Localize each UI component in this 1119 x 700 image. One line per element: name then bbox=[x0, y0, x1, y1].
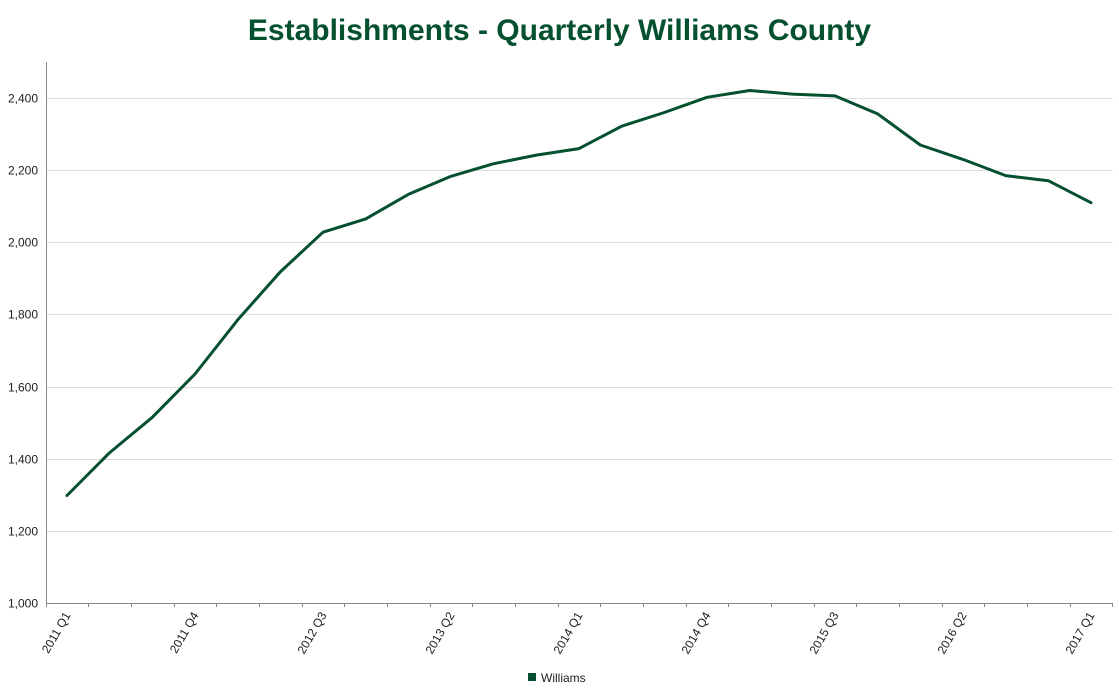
y-tick-label: 2,400 bbox=[8, 92, 38, 106]
x-tick-label: 2015 Q3 bbox=[806, 609, 841, 656]
y-axis-ticks: 1,000 1,200 1,400 1,600 1,800 2,000 2,200 2,400 bbox=[8, 92, 38, 611]
series-line bbox=[65, 89, 1093, 497]
legend-label[interactable]: Williams bbox=[541, 671, 586, 685]
axes bbox=[46, 62, 1113, 607]
y-tick-label: 1,000 bbox=[8, 597, 38, 611]
x-tick-label: 2017 Q1 bbox=[1062, 609, 1097, 656]
legend[interactable]: Williams bbox=[528, 671, 586, 685]
y-tick-label: 2,200 bbox=[8, 164, 38, 178]
series-lines bbox=[65, 89, 1093, 497]
x-tick-label: 2012 Q3 bbox=[294, 609, 329, 656]
grid-lines bbox=[46, 98, 1113, 532]
x-tick-label: 2013 Q2 bbox=[422, 609, 457, 656]
legend-swatch[interactable] bbox=[528, 673, 536, 681]
x-tick-label: 2011 Q1 bbox=[39, 609, 74, 655]
y-tick-label: 2,000 bbox=[8, 236, 38, 250]
y-tick-label: 1,800 bbox=[8, 308, 38, 322]
x-tick-label: 2014 Q4 bbox=[678, 609, 713, 656]
x-tick-label: 2016 Q2 bbox=[934, 609, 969, 656]
y-tick-label: 1,400 bbox=[8, 453, 38, 467]
x-axis-ticks: 2011 Q1 2011 Q4 2012 Q3 2013 Q2 2014 Q1 2014 … bbox=[39, 609, 1098, 656]
x-tick-label: 2011 Q4 bbox=[167, 609, 202, 655]
y-tick-label: 1,600 bbox=[8, 381, 38, 395]
x-tick-label: 2014 Q1 bbox=[550, 609, 585, 656]
y-tick-label: 1,200 bbox=[8, 525, 38, 539]
chart-title: Establishments - Quarterly Williams Coun… bbox=[247, 14, 872, 47]
